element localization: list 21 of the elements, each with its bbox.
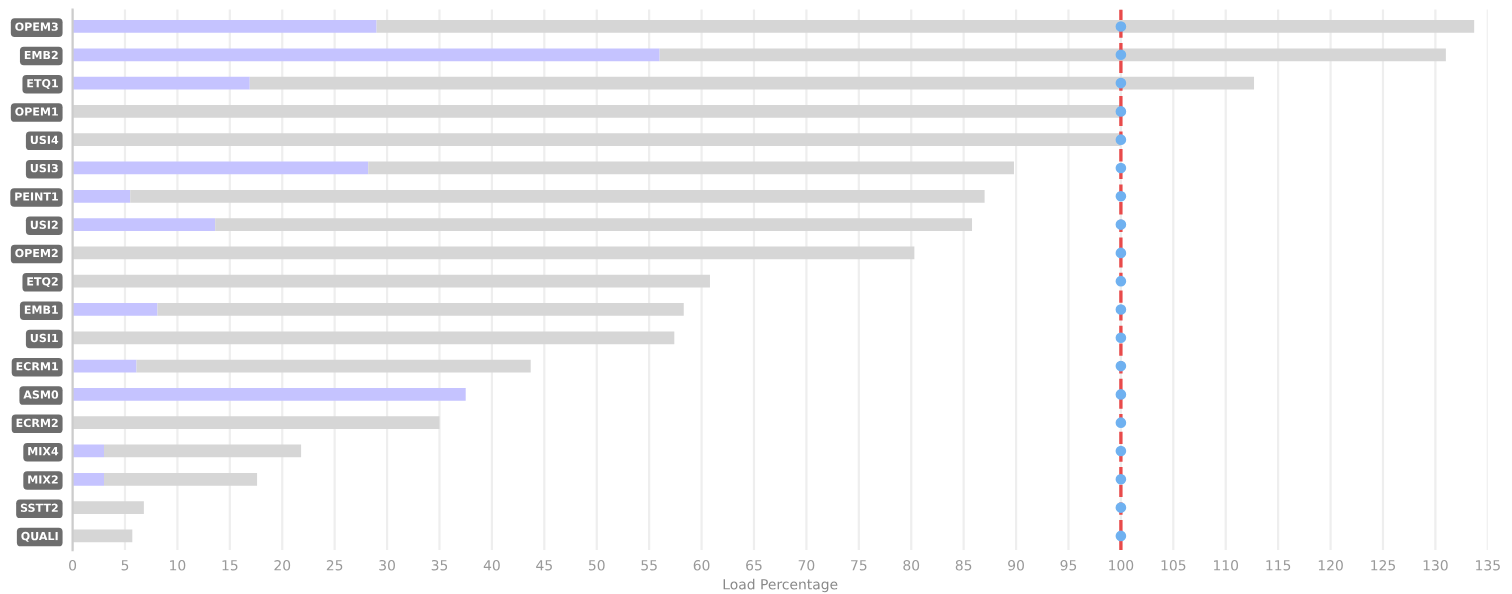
- bar: [157, 303, 684, 316]
- bar: [72, 388, 466, 401]
- bar: [72, 48, 660, 62]
- bar: [376, 20, 1475, 33]
- bar: [72, 161, 369, 175]
- bar: [72, 218, 216, 231]
- bar: [104, 472, 258, 486]
- bar: [72, 303, 158, 316]
- bar: [72, 20, 377, 33]
- bar: [368, 161, 1014, 175]
- bar: [659, 48, 1446, 62]
- bar: [72, 189, 131, 203]
- bar: [136, 359, 531, 373]
- bar: [249, 76, 1255, 90]
- bar: [215, 218, 973, 231]
- bar: [72, 359, 137, 373]
- bar: [72, 444, 105, 458]
- bar: [104, 444, 302, 458]
- bar: [72, 76, 250, 90]
- bar: [130, 189, 985, 203]
- bar: [72, 472, 105, 486]
